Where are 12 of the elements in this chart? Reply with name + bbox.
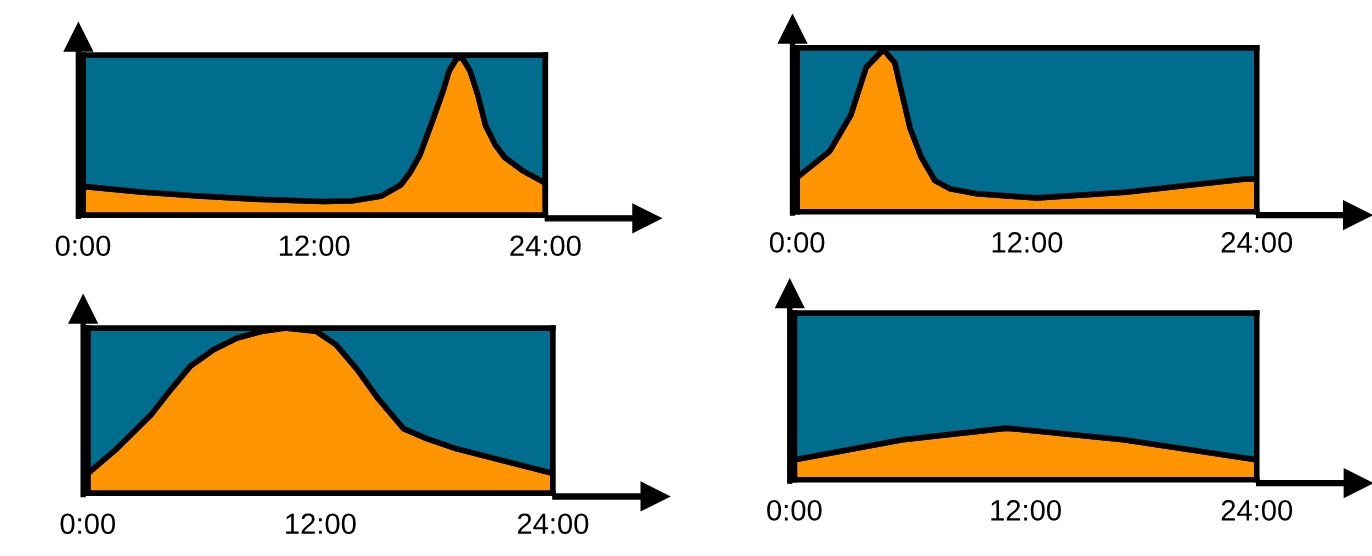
x-tick-label: 0:00 (769, 232, 825, 253)
x-tick-label: 12:00 (992, 232, 1063, 253)
x-tick-label: 0:00 (55, 235, 111, 257)
x-tick-label: 0:00 (767, 500, 822, 521)
x-tick-label: 24:00 (510, 235, 581, 257)
x-tick-label: 24:00 (1221, 500, 1293, 521)
x-tick-label: 12:00 (286, 513, 356, 535)
x-tick-label: 24:00 (1221, 232, 1293, 253)
x-tick-label: 0:00 (60, 513, 116, 535)
x-tick-label: 12:00 (279, 235, 350, 257)
x-tick-label: 24:00 (517, 513, 589, 535)
x-tick-label: 12:00 (991, 500, 1061, 521)
